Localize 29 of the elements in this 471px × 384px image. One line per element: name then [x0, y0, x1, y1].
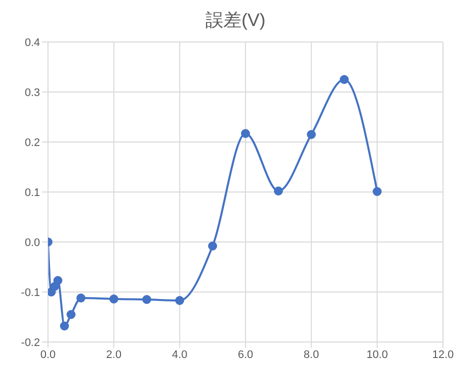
- y-tick-label: 0.0: [24, 236, 40, 249]
- x-tick-label: 8.0: [304, 348, 319, 361]
- point: [50, 282, 60, 291]
- point: [175, 296, 184, 305]
- point: [274, 186, 283, 196]
- y-tick-label: 0.4: [24, 36, 40, 49]
- y-tick-label: 0.1: [24, 186, 40, 199]
- point: [306, 130, 316, 139]
- point: [76, 294, 86, 302]
- x-tick-label: 0.0: [40, 348, 56, 361]
- x-tick-label: 6.0: [238, 348, 254, 361]
- point: [372, 187, 382, 196]
- y-tick-label: 0.2: [24, 136, 40, 149]
- x-tick-label: 12.0: [432, 348, 454, 361]
- y-tick-label: -0.2: [21, 336, 40, 349]
- point: [66, 310, 76, 319]
- y-tick-label: -0.1: [21, 286, 40, 299]
- x-tick-label: 4.0: [172, 348, 188, 361]
- point: [60, 322, 69, 330]
- point: [241, 129, 250, 138]
- y-tick-label: 0.3: [24, 86, 40, 99]
- point: [142, 295, 152, 304]
- x-tick-label: 10.0: [366, 348, 388, 361]
- point: [340, 75, 349, 84]
- point: [109, 294, 118, 304]
- point: [53, 276, 62, 285]
- point: [208, 242, 218, 250]
- chart-title: 誤差(V): [204, 9, 266, 32]
- x-tick-label: 2.0: [106, 348, 122, 361]
